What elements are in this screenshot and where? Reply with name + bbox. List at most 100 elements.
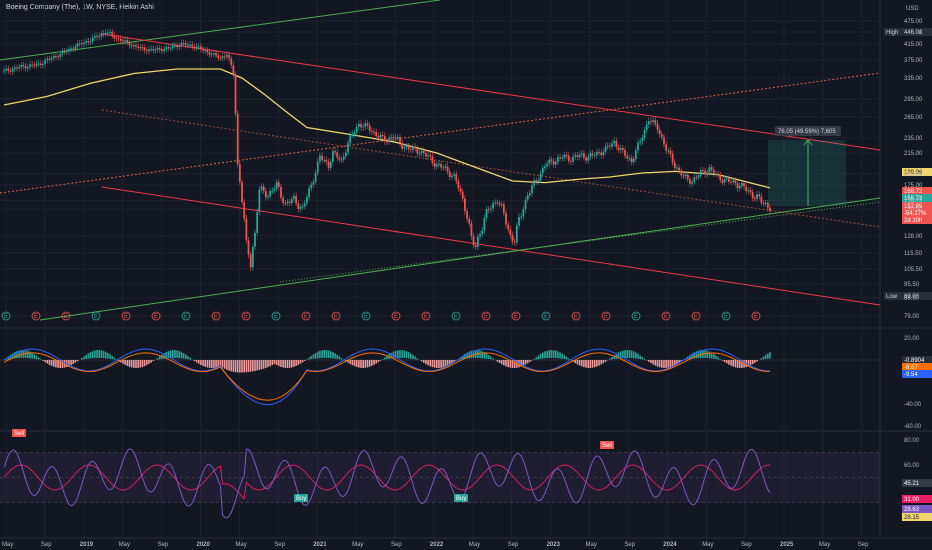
- annotation-box: [775, 126, 841, 136]
- candle-body: [152, 49, 155, 51]
- candle-body: [463, 198, 466, 212]
- candle-body: [161, 49, 163, 51]
- macd-histogram-bar: [433, 360, 436, 368]
- price-tick-label: 215.00: [904, 151, 923, 157]
- earnings-event-marker: [571, 311, 581, 321]
- macd-histogram-bar: [641, 356, 644, 360]
- rsi-pane[interactable]: Sell Buy Buy Sell 45.21 31.00 28.63 28.15: [0, 429, 932, 521]
- macd-histogram-bar: [507, 360, 509, 368]
- price-tag: [902, 216, 932, 224]
- candle-body: [143, 47, 146, 51]
- macd-histogram-bar: [52, 360, 55, 367]
- macd-histogram-bar: [176, 350, 178, 359]
- candle-body: [59, 53, 62, 57]
- support-dotted-line: [279, 201, 881, 283]
- macd-histogram-bar: [544, 351, 546, 359]
- candle-body: [515, 225, 518, 243]
- earnings-event-label: E: [184, 314, 188, 320]
- macd-histogram-bar: [498, 360, 501, 363]
- macd-histogram-bar: [139, 360, 142, 368]
- earnings-event-marker: [91, 311, 101, 321]
- candle-body: [264, 190, 267, 198]
- macd-histogram-bar: [169, 350, 172, 359]
- macd-histogram-bar: [767, 353, 769, 359]
- macd-histogram-bar: [267, 360, 269, 368]
- candle-body: [130, 45, 133, 47]
- macd-histogram-bar: [561, 353, 564, 359]
- candle-body: [743, 182, 745, 187]
- candle-body: [91, 37, 94, 42]
- earnings-event-marker: [211, 311, 221, 321]
- price-pane[interactable]: 76.05 (49.59%) 7,605 High 446.01 189.06 166.…: [0, 0, 932, 321]
- price-tick-label: 189.06: [904, 172, 923, 178]
- macd-histogram-bar: [721, 360, 724, 361]
- candle-body: [48, 58, 51, 60]
- macd-histogram-bar: [537, 355, 540, 360]
- macd-histogram-bar: [728, 360, 730, 365]
- candle-body: [466, 211, 468, 219]
- macd-histogram-bar: [124, 360, 126, 365]
- candle-body: [351, 133, 354, 135]
- candle-body: [403, 147, 406, 149]
- macd-histogram-bar: [85, 354, 88, 359]
- time-tick-label: May: [352, 542, 363, 548]
- macd-histogram-bar: [31, 352, 33, 359]
- candle-body: [626, 155, 629, 159]
- macd-histogram-bar: [9, 354, 12, 359]
- earnings-event-marker: [421, 311, 431, 321]
- candle-body: [217, 55, 220, 58]
- macd-histogram-bar: [444, 360, 447, 367]
- candle-body: [474, 245, 477, 247]
- macd-histogram-bar: [580, 360, 583, 367]
- candle-body: [660, 134, 663, 138]
- candle-body: [721, 180, 724, 183]
- candle-body: [617, 146, 620, 150]
- candle-body: [608, 145, 611, 147]
- macd-histogram-bar: [297, 360, 300, 365]
- macd-histogram-bar: [100, 350, 103, 359]
- candle-body: [225, 54, 228, 57]
- macd-histogram-bar: [708, 351, 711, 359]
- macd-histogram-bar: [401, 350, 403, 359]
- candle-body: [502, 204, 505, 214]
- macd-histogram-bar: [215, 360, 217, 368]
- candle-body: [654, 120, 657, 124]
- macd-pane[interactable]: -0.8904-8.67-9.54: [0, 348, 932, 406]
- candle-body: [102, 33, 105, 35]
- candle-body: [585, 157, 587, 161]
- candle-body: [206, 50, 209, 53]
- candle-body: [325, 159, 328, 162]
- candle-body: [431, 156, 434, 164]
- candle-body: [647, 121, 650, 125]
- macd-histogram-bar: [76, 360, 79, 362]
- macd-histogram-bar: [184, 354, 187, 359]
- candle-body: [375, 132, 378, 136]
- upper-trendline: [0, 0, 441, 61]
- macd-histogram-bar: [366, 360, 369, 368]
- price-tag-value: 2d 20h: [904, 218, 922, 224]
- time-tick-label: 2021: [313, 542, 327, 548]
- macd-histogram-bar: [286, 360, 289, 368]
- macd-histogram-bar: [308, 357, 310, 360]
- price-tick-label: 88.50: [904, 296, 920, 302]
- macd-histogram-bar: [107, 352, 109, 359]
- candle-body: [637, 142, 639, 151]
- earnings-event-label: E: [664, 314, 668, 320]
- candle-body: [241, 182, 243, 203]
- macd-histogram-bar: [180, 351, 183, 359]
- candle-body: [366, 123, 369, 126]
- time-tick-label: Sep: [741, 542, 752, 548]
- price-tick-label: 265.00: [904, 115, 923, 121]
- candle-body: [425, 153, 427, 157]
- macd-histogram-bar: [353, 360, 356, 367]
- candle-body: [481, 230, 484, 235]
- macd-histogram-bar: [178, 350, 181, 359]
- macd-histogram-bar: [622, 350, 624, 359]
- candle-body: [290, 199, 293, 204]
- macd-histogram-bar: [59, 360, 62, 368]
- candle-body: [29, 64, 31, 67]
- target-zone: [768, 140, 846, 206]
- price-tick-label: 115.50: [904, 251, 923, 257]
- channel-upper-line: [101, 33, 881, 151]
